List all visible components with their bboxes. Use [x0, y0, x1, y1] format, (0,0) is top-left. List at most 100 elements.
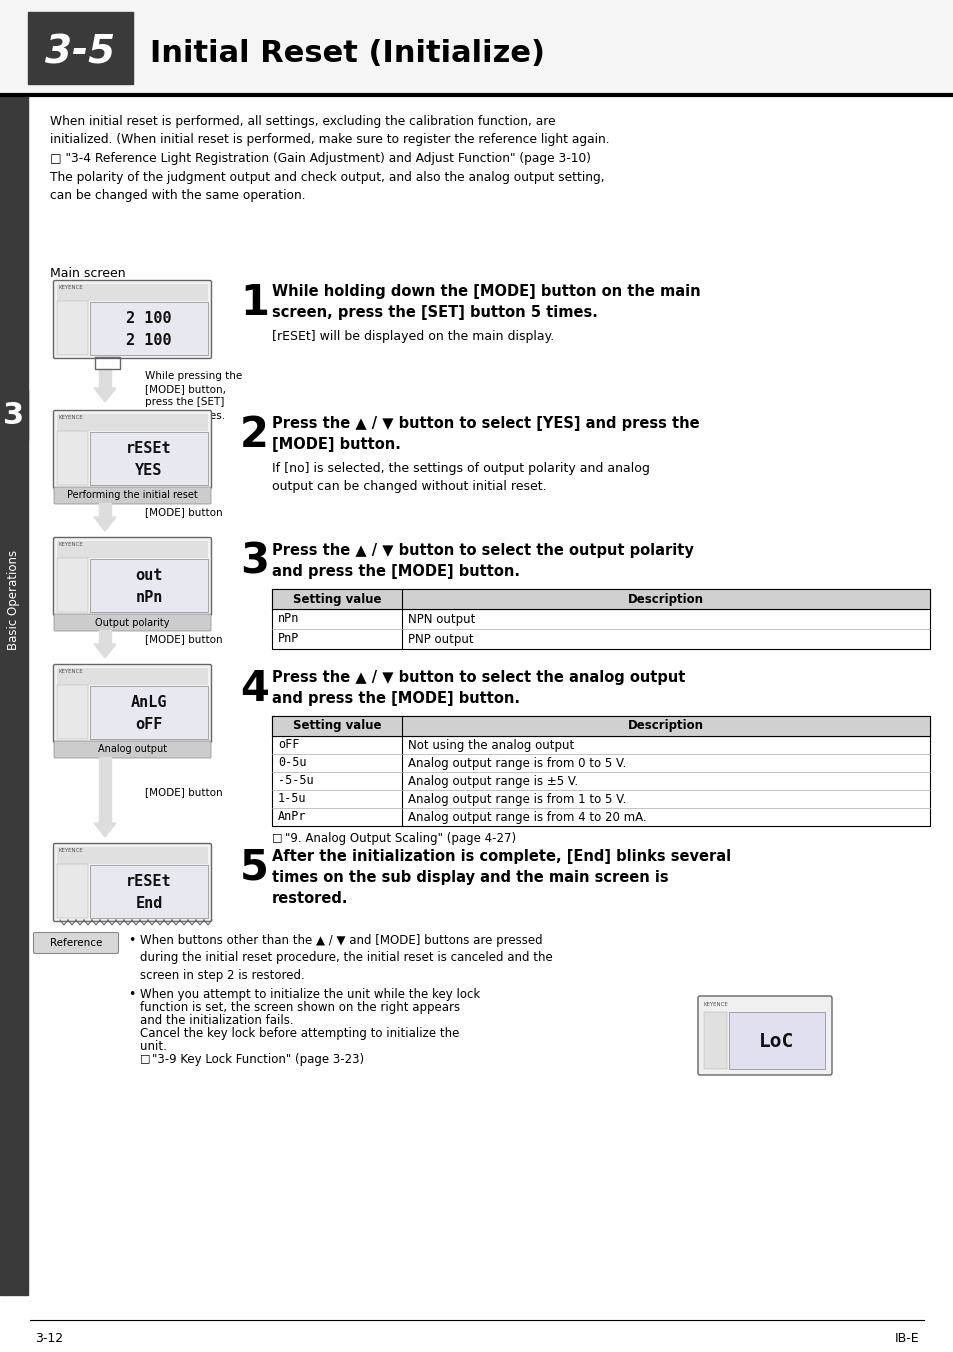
- Text: and the initialization fails.: and the initialization fails.: [140, 1014, 294, 1028]
- Text: While pressing the
[MODE] button,
press the [SET]
button 5 times.: While pressing the [MODE] button, press …: [145, 370, 242, 420]
- Bar: [57, 430, 88, 485]
- Text: LoC: LoC: [759, 1032, 794, 1051]
- Text: When buttons other than the ▲ / ▼ and [MODE] buttons are pressed
during the init: When buttons other than the ▲ / ▼ and [M…: [140, 934, 552, 982]
- Text: Analog output range is from 4 to 20 mA.: Analog output range is from 4 to 20 mA.: [408, 810, 646, 823]
- Text: KEYENCE: KEYENCE: [59, 669, 84, 675]
- Bar: [0, 0, 953, 95]
- Text: End: End: [135, 895, 163, 910]
- Text: Description: Description: [627, 592, 703, 606]
- Text: KEYENCE: KEYENCE: [59, 848, 84, 853]
- Text: Main screen: Main screen: [50, 266, 126, 280]
- Text: Initial Reset (Initialize): Initial Reset (Initialize): [150, 38, 544, 68]
- Bar: [272, 717, 929, 735]
- Text: 3: 3: [240, 541, 269, 583]
- Text: 2: 2: [240, 414, 269, 456]
- FancyBboxPatch shape: [54, 741, 211, 758]
- FancyBboxPatch shape: [33, 933, 118, 953]
- Text: unit.: unit.: [140, 1040, 167, 1053]
- Text: Reference: Reference: [50, 938, 102, 948]
- FancyBboxPatch shape: [53, 280, 212, 358]
- Bar: [57, 300, 88, 356]
- Text: Description: Description: [627, 719, 703, 733]
- Text: rESEt: rESEt: [126, 875, 172, 890]
- FancyBboxPatch shape: [53, 844, 212, 922]
- Polygon shape: [94, 823, 116, 837]
- Text: □: □: [140, 1053, 151, 1063]
- Bar: [99, 369, 111, 388]
- Text: Analog output range is ±5 V.: Analog output range is ±5 V.: [408, 775, 578, 787]
- Bar: [90, 431, 208, 485]
- Text: Analog output range is from 1 to 5 V.: Analog output range is from 1 to 5 V.: [408, 792, 626, 806]
- Text: AnLG: AnLG: [131, 695, 167, 710]
- Bar: [57, 846, 208, 864]
- Text: Setting value: Setting value: [293, 592, 381, 606]
- Text: When you attempt to initialize the unit while the key lock: When you attempt to initialize the unit …: [140, 988, 479, 1000]
- Text: Analog output range is from 0 to 5 V.: Analog output range is from 0 to 5 V.: [408, 757, 625, 769]
- Text: [MODE] button: [MODE] button: [145, 507, 222, 516]
- Bar: [57, 284, 208, 300]
- Bar: [0, 95, 28, 1295]
- Text: When initial reset is performed, all settings, excluding the calibration functio: When initial reset is performed, all set…: [50, 115, 609, 201]
- Text: 2 100: 2 100: [126, 333, 172, 347]
- Text: 4: 4: [240, 668, 269, 710]
- Text: 3-12: 3-12: [35, 1332, 63, 1345]
- Text: PnP: PnP: [277, 633, 299, 645]
- Text: AnPr: AnPr: [277, 810, 306, 823]
- Text: Press the ▲ / ▼ button to select the analog output
and press the [MODE] button.: Press the ▲ / ▼ button to select the ana…: [272, 671, 684, 706]
- Bar: [90, 864, 208, 918]
- Text: KEYENCE: KEYENCE: [59, 285, 84, 289]
- Text: Press the ▲ / ▼ button to select [YES] and press the
[MODE] button.: Press the ▲ / ▼ button to select [YES] a…: [272, 416, 699, 452]
- Bar: [57, 557, 88, 612]
- Bar: [99, 503, 111, 516]
- Text: oFF: oFF: [277, 738, 299, 752]
- Text: Output polarity: Output polarity: [95, 618, 170, 627]
- Polygon shape: [94, 516, 116, 531]
- Text: KEYENCE: KEYENCE: [703, 1002, 728, 1007]
- Text: NPN output: NPN output: [408, 612, 475, 626]
- Bar: [57, 864, 88, 918]
- Bar: [57, 414, 208, 430]
- Polygon shape: [94, 388, 116, 402]
- Bar: [728, 1013, 824, 1069]
- Polygon shape: [94, 644, 116, 658]
- Bar: [90, 685, 208, 740]
- Text: While holding down the [MODE] button on the main
screen, press the [SET] button : While holding down the [MODE] button on …: [272, 284, 700, 320]
- Text: YES: YES: [135, 462, 163, 477]
- Bar: [57, 541, 208, 557]
- Text: [MODE] button: [MODE] button: [145, 634, 222, 644]
- Text: Analog output: Analog output: [98, 745, 167, 754]
- Text: [MODE] button: [MODE] button: [145, 787, 222, 796]
- Text: -5-5u: -5-5u: [277, 775, 314, 787]
- Text: rESEt: rESEt: [126, 441, 172, 456]
- Text: nPn: nPn: [277, 612, 299, 626]
- Text: 1: 1: [240, 283, 269, 324]
- Text: 3-5: 3-5: [45, 34, 115, 72]
- Bar: [99, 630, 111, 644]
- Text: □: □: [272, 831, 282, 842]
- Text: 2 100: 2 100: [126, 311, 172, 326]
- Bar: [703, 1013, 726, 1069]
- Text: 0-5u: 0-5u: [277, 757, 306, 769]
- Text: 5: 5: [240, 846, 269, 890]
- Text: KEYENCE: KEYENCE: [59, 415, 84, 420]
- Bar: [0, 389, 28, 439]
- FancyBboxPatch shape: [53, 538, 212, 615]
- Text: [rESEt] will be displayed on the main display.: [rESEt] will be displayed on the main di…: [272, 330, 554, 343]
- Text: IB-E: IB-E: [893, 1332, 918, 1345]
- Text: function is set, the screen shown on the right appears: function is set, the screen shown on the…: [140, 1000, 459, 1014]
- Bar: [272, 589, 929, 608]
- Text: "9. Analog Output Scaling" (page 4-27): "9. Analog Output Scaling" (page 4-27): [285, 831, 516, 845]
- Text: 3: 3: [4, 400, 25, 430]
- Text: Performing the initial reset: Performing the initial reset: [67, 491, 197, 500]
- FancyBboxPatch shape: [54, 614, 211, 631]
- Text: •: •: [128, 988, 135, 1000]
- Bar: [28, 12, 132, 84]
- Text: "3-9 Key Lock Function" (page 3-23): "3-9 Key Lock Function" (page 3-23): [152, 1053, 364, 1065]
- Text: KEYENCE: KEYENCE: [59, 542, 84, 548]
- Text: 1-5u: 1-5u: [277, 792, 306, 806]
- Text: After the initialization is complete, [End] blinks several
times on the sub disp: After the initialization is complete, [E…: [272, 849, 730, 906]
- Text: If [no] is selected, the settings of output polarity and analog
output can be ch: If [no] is selected, the settings of out…: [272, 462, 649, 493]
- FancyBboxPatch shape: [698, 996, 831, 1075]
- FancyBboxPatch shape: [53, 664, 212, 742]
- FancyBboxPatch shape: [53, 411, 212, 488]
